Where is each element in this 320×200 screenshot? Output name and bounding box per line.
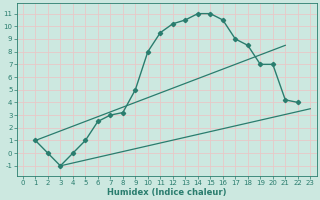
X-axis label: Humidex (Indice chaleur): Humidex (Indice chaleur): [107, 188, 226, 197]
